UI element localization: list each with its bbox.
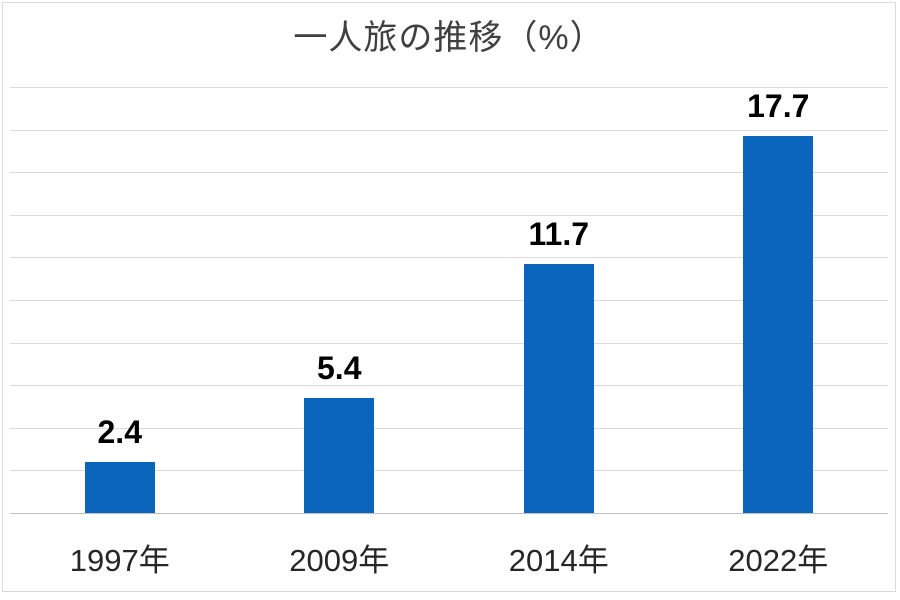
x-axis-tick-label: 2022年 <box>728 543 829 578</box>
gridline <box>10 300 888 301</box>
gridline <box>10 172 888 174</box>
bar-2014年 <box>523 263 594 513</box>
value-label: 5.4 <box>317 349 362 386</box>
gridline <box>10 342 888 344</box>
chart-title: 一人旅の推移（%） <box>293 19 605 57</box>
x-axis-labels: 1997年 2009年 2014年 2022年 <box>10 543 888 593</box>
gridline <box>10 257 888 259</box>
value-label: 17.7 <box>747 87 810 124</box>
x-axis-tick-label: 1997年 <box>69 543 170 578</box>
gridline <box>10 129 888 131</box>
plot-area: 2.4 5.4 11.7 17.7 <box>10 87 888 514</box>
x-axis-line <box>10 513 888 514</box>
gridline <box>10 214 888 216</box>
value-label: 2.4 <box>97 413 142 450</box>
value-label: 11.7 <box>528 215 589 252</box>
bar-2022年 <box>743 136 814 513</box>
gridline <box>10 87 888 88</box>
gridline <box>10 427 888 429</box>
x-axis-tick-label: 2009年 <box>289 543 390 578</box>
x-axis-tick-label: 2014年 <box>508 543 609 578</box>
gridline <box>10 470 888 472</box>
gridline <box>10 385 888 387</box>
bar-2009年 <box>304 397 375 513</box>
bar-1997年 <box>84 461 155 513</box>
